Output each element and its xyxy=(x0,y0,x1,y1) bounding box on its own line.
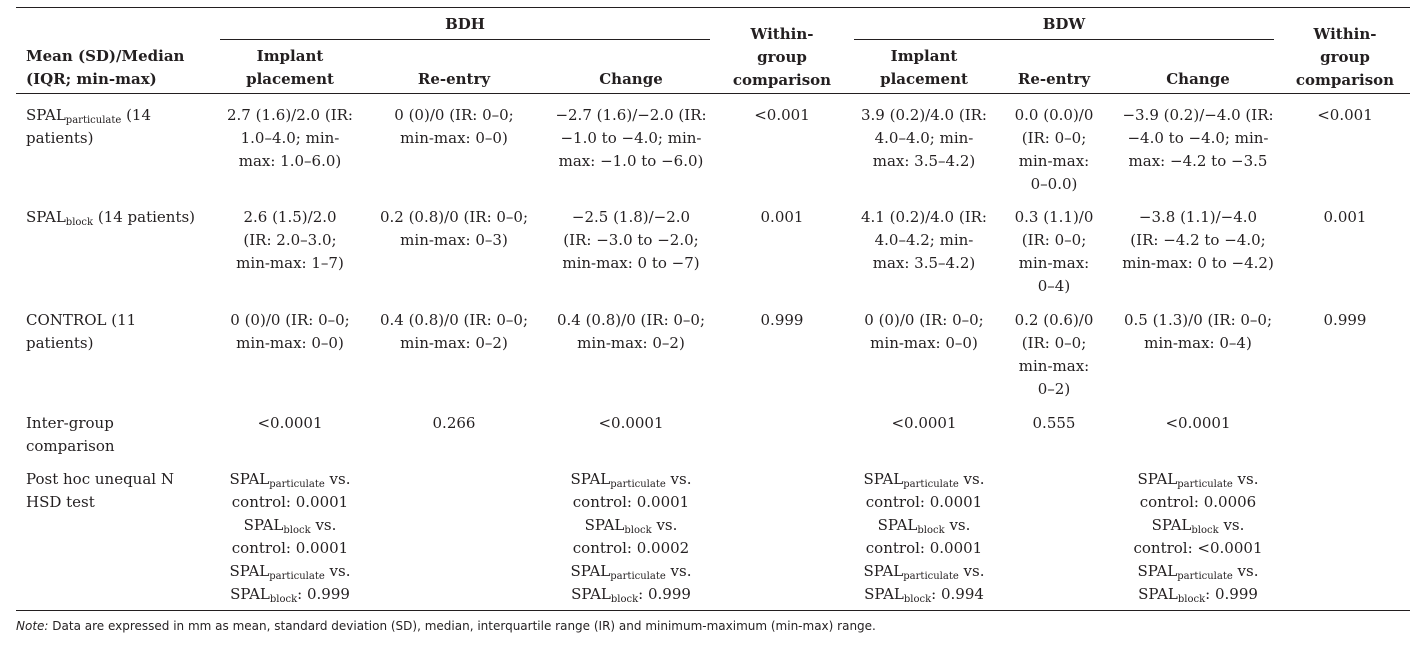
cell: 0.3 (1.1)/0 (IR: 0–0; min-max: 0–4) xyxy=(1014,208,1094,295)
cell: <0.0001 xyxy=(891,414,957,432)
cell: −3.8 (1.1)/−4.0 (IR: −4.2 to −4.0; min-m… xyxy=(1122,208,1274,272)
cell: 2.6 (1.5)/2.0 (IR: 2.0–3.0; min-max: 1–7… xyxy=(236,208,344,272)
note-lead: Note: xyxy=(16,619,49,633)
cell: 0.2 (0.8)/0 (IR: 0–0; min-max: 0–3) xyxy=(379,208,529,249)
cell: 0 (0)/0 (IR: 0–0; min-max: 0–0) xyxy=(230,311,350,352)
cell: 0.5 (1.3)/0 (IR: 0–0; min-max: 0–4) xyxy=(1123,311,1273,352)
row-label-control: CONTROL (11 patients) xyxy=(26,311,137,352)
header-reentry-bdh: Re-entry xyxy=(417,70,491,88)
cell: 0.999 xyxy=(760,311,804,329)
group-header-bdh: BDH xyxy=(445,15,485,33)
posthoc-implant-bdw: SPALparticulate vs. control: 0.0001 SPAL… xyxy=(863,470,985,605)
cell: 0.999 xyxy=(1323,311,1367,329)
cell: 3.9 (0.2)/4.0 (IR: 4.0–4.0; min- max: 3.… xyxy=(861,106,987,170)
posthoc-implant-bdh: SPALparticulate vs. control: 0.0001 SPAL… xyxy=(229,470,351,605)
header-change-bdh: Change xyxy=(599,70,663,88)
group-rule-bdh xyxy=(220,39,710,40)
header-within-bdw: Within- group comparison xyxy=(1295,25,1395,89)
cell: 0 (0)/0 (IR: 0–0; min-max: 0–0) xyxy=(394,106,514,147)
cell: 4.1 (0.2)/4.0 (IR: 4.0–4.2; min- max: 3.… xyxy=(861,208,987,272)
header-within-bdh: Within- group comparison xyxy=(732,25,832,89)
group-rule-bdw xyxy=(854,39,1274,40)
row-label-posthoc: Post hoc unequal N HSD test xyxy=(26,470,174,511)
header-reentry-bdw: Re-entry xyxy=(1017,70,1091,88)
note-text: Data are expressed in mm as mean, standa… xyxy=(48,619,876,633)
cell: 0.4 (0.8)/0 (IR: 0–0; min-max: 0–2) xyxy=(379,311,529,352)
cell: 0.266 xyxy=(432,414,476,432)
row-label-inter-group: Inter-group comparison xyxy=(26,414,115,455)
row-label-spal-block: SPALblock (14 patients) xyxy=(26,208,196,228)
cell: 0.555 xyxy=(1032,414,1076,432)
cell: <0.0001 xyxy=(1165,414,1231,432)
row-label-spal-particulate: SPALparticulate (14 patients) xyxy=(26,106,152,147)
cell: <0.001 xyxy=(1317,106,1373,124)
cell: <0.0001 xyxy=(257,414,323,432)
header-implant-bdw: Implant placement xyxy=(880,47,968,88)
posthoc-change-bdh: SPALparticulate vs. control: 0.0001 SPAL… xyxy=(570,470,692,605)
header-rule xyxy=(16,93,1410,94)
posthoc-change-bdw: SPALparticulate vs. control: 0.0006 SPAL… xyxy=(1133,470,1263,605)
cell: 2.7 (1.6)/2.0 (IR: 1.0–4.0; min- max: 1.… xyxy=(227,106,353,170)
group-header-bdw: BDW xyxy=(1042,15,1086,33)
cell: 0.4 (0.8)/0 (IR: 0–0; min-max: 0–2) xyxy=(556,311,706,352)
cell: 0.001 xyxy=(1323,208,1367,226)
cell: −2.7 (1.6)/−2.0 (IR: −1.0 to −4.0; min- … xyxy=(555,106,707,170)
header-change-bdw: Change xyxy=(1166,70,1230,88)
cell: −2.5 (1.8)/−2.0 (IR: −3.0 to −2.0; min-m… xyxy=(562,208,700,272)
header-row-label: Mean (SD)/Median (IQR; min-max) xyxy=(26,47,185,88)
cell: 0.2 (0.6)/0 (IR: 0–0; min-max: 0–2) xyxy=(1014,311,1094,398)
header-implant-bdh: Implant placement xyxy=(246,47,334,88)
table-note: Note: Data are expressed in mm as mean, … xyxy=(16,618,876,634)
cell: <0.0001 xyxy=(598,414,664,432)
table-bottom-rule xyxy=(16,610,1410,611)
cell: −3.9 (0.2)/−4.0 (IR: −4.0 to −4.0; min- … xyxy=(1122,106,1274,170)
cell: 0.001 xyxy=(760,208,804,226)
table-top-rule xyxy=(16,7,1410,8)
cell: 0 (0)/0 (IR: 0–0; min-max: 0–0) xyxy=(864,311,984,352)
cell: <0.001 xyxy=(754,106,810,124)
cell: 0.0 (0.0)/0 (IR: 0–0; min-max: 0–0.0) xyxy=(1014,106,1094,193)
